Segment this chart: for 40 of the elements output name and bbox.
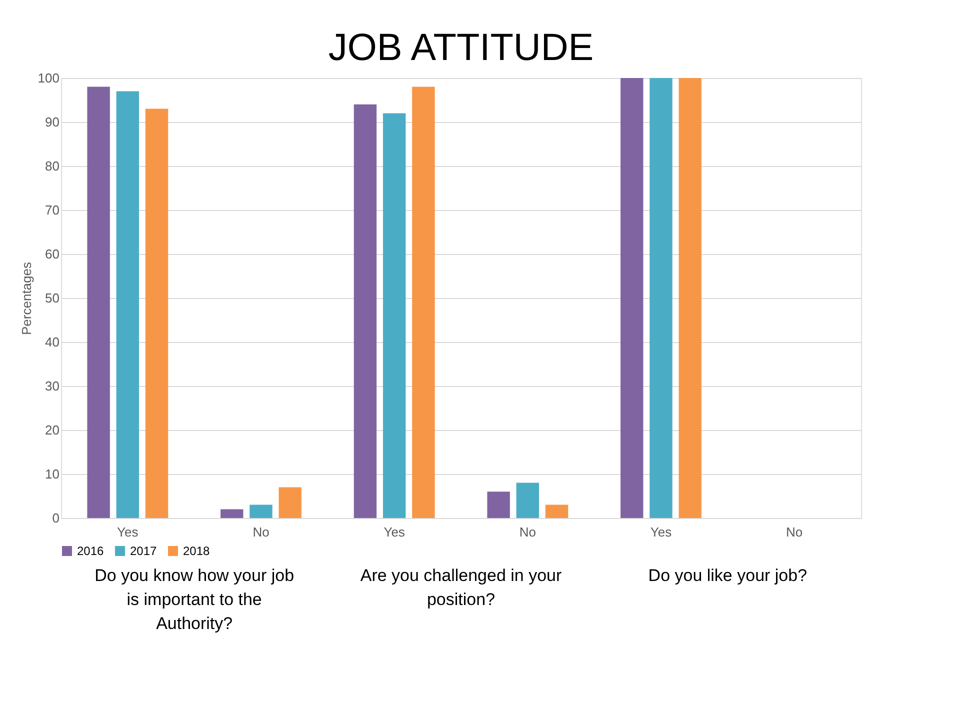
bar bbox=[545, 504, 568, 518]
y-tick-label: 10 bbox=[45, 466, 60, 482]
bar bbox=[87, 86, 110, 518]
x-tick-label: No bbox=[786, 524, 803, 540]
y-tick-label: 30 bbox=[45, 378, 60, 394]
bar bbox=[382, 113, 406, 518]
x-tick-label: No bbox=[252, 524, 270, 540]
y-tick-label: 100 bbox=[38, 70, 60, 86]
x-tick-label: Yes bbox=[384, 524, 406, 540]
bar bbox=[250, 504, 272, 518]
y-tick-label: 80 bbox=[45, 158, 60, 174]
bar bbox=[278, 487, 302, 518]
bar bbox=[620, 78, 644, 518]
y-axis-title: Percentages bbox=[18, 262, 34, 335]
x-tick-label: Yes bbox=[650, 524, 672, 540]
bar bbox=[516, 482, 540, 518]
bar bbox=[116, 91, 140, 518]
x-tick-label: Yes bbox=[117, 524, 139, 540]
y-tick-label: 20 bbox=[45, 422, 60, 438]
y-tick-label: 50 bbox=[45, 290, 60, 306]
x-tick-label: No bbox=[519, 524, 536, 540]
y-tick-label: 90 bbox=[45, 114, 60, 130]
legend-label: 2018 bbox=[183, 544, 210, 558]
text: Are you challenged in your position? bbox=[360, 566, 562, 609]
y-tick-label: 40 bbox=[45, 334, 60, 350]
bar bbox=[354, 104, 377, 518]
y-tick-label: 70 bbox=[45, 202, 60, 218]
bar bbox=[220, 509, 244, 518]
legend-label: 2016 bbox=[77, 544, 104, 558]
bar bbox=[650, 78, 672, 518]
legend-label: 2017 bbox=[130, 544, 158, 558]
bar bbox=[145, 108, 168, 518]
y-tick-label: 0 bbox=[52, 510, 60, 526]
y-tick-label: 60 bbox=[45, 246, 60, 262]
bar bbox=[487, 492, 510, 518]
bar bbox=[412, 86, 435, 518]
bar bbox=[678, 78, 702, 518]
text: Do you know how your job is important to the Authority? bbox=[94, 566, 294, 633]
text: Do you like your job? bbox=[648, 566, 808, 585]
chart-title: JOB ATTITUDE bbox=[328, 27, 594, 69]
